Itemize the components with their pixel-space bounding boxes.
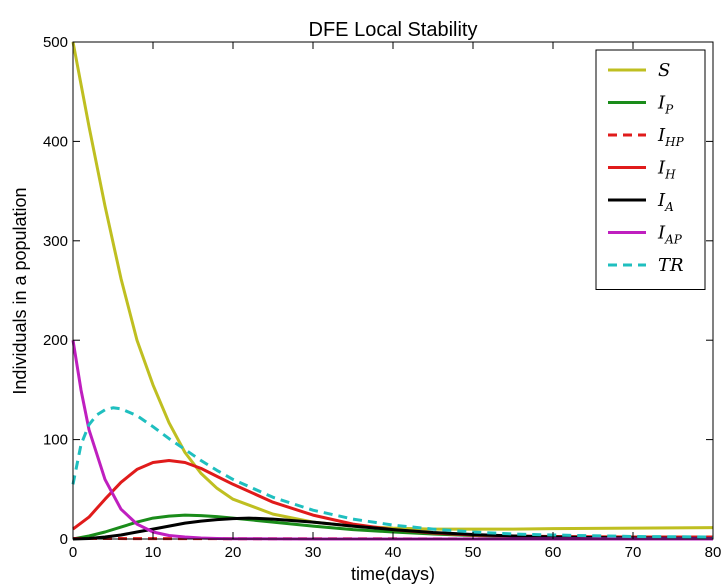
x-tick-label: 0 (69, 544, 77, 561)
legend-label-0: S (658, 60, 670, 81)
y-tick-label: 200 (43, 332, 68, 349)
y-tick-label: 300 (43, 233, 68, 250)
legend-label-6: TR (658, 255, 684, 276)
legend-label-2: IHP (657, 125, 685, 149)
series-line-0 (71, 41, 714, 531)
chart-title: DFE Local Stability (309, 19, 478, 41)
series-line-4 (72, 516, 714, 541)
x-tick-label: 70 (625, 544, 642, 561)
x-tick-label: 30 (305, 544, 322, 561)
x-tick-label: 60 (545, 544, 562, 561)
x-tick-label: 40 (385, 544, 402, 561)
x-tick-label: 10 (145, 544, 162, 561)
y-tick-label: 100 (43, 432, 68, 449)
y-axis-label: Individuals in a population (10, 187, 30, 394)
y-tick-label: 0 (60, 531, 68, 548)
x-axis-label: time(days) (351, 564, 435, 584)
y-tick-label: 500 (43, 34, 68, 51)
legend-label-1: IP (657, 93, 674, 117)
x-tick-label: 20 (225, 544, 242, 561)
legend-box (595, 49, 706, 290)
legend-label-3: IH (657, 158, 676, 182)
legend-label-4: IA (657, 190, 674, 214)
axis-ticks: 0 10 20 30 40 50 60 70 80 0 100 200 300 400 500 (43, 34, 721, 561)
legend: S IP IHP IH IA IAP TR (595, 49, 706, 290)
series-line-6 (71, 406, 714, 539)
x-tick-label: 50 (465, 544, 482, 561)
y-tick-label: 400 (43, 133, 68, 150)
x-tick-label: 80 (705, 544, 722, 561)
legend-label-5: IAP (657, 223, 683, 247)
